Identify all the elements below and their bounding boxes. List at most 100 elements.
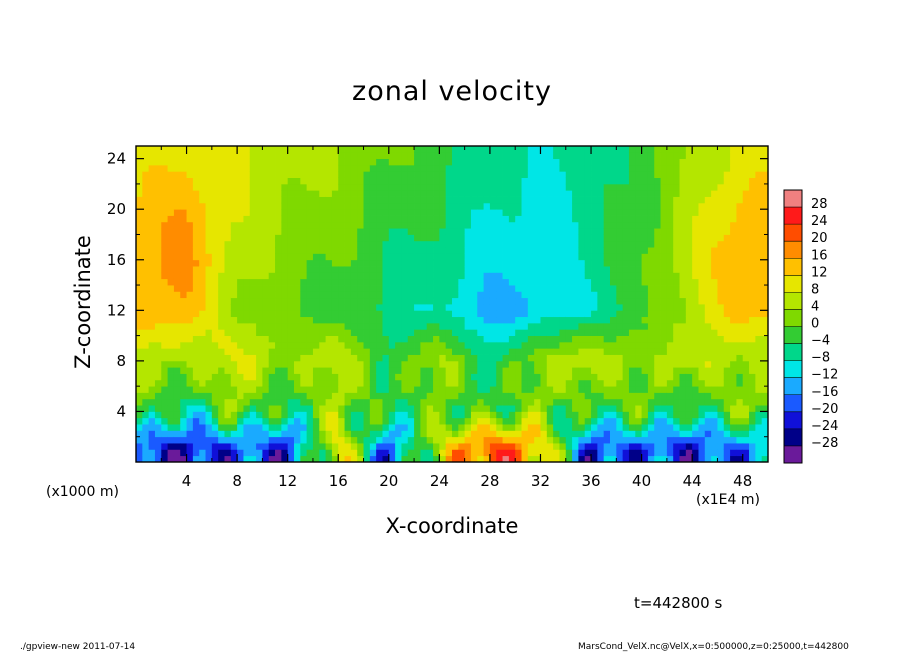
heatmap-cell bbox=[154, 411, 162, 419]
heatmap-cell bbox=[647, 341, 655, 349]
heatmap-cell bbox=[527, 430, 535, 438]
heatmap-cell bbox=[445, 455, 453, 463]
heatmap-cell bbox=[483, 196, 491, 204]
heatmap-cell bbox=[173, 354, 181, 362]
heatmap-cell bbox=[685, 228, 693, 235]
heatmap-cell bbox=[281, 215, 289, 223]
heatmap-cell bbox=[249, 253, 257, 261]
heatmap-cell bbox=[205, 152, 213, 160]
heatmap-cell bbox=[161, 240, 168, 248]
heatmap-cell bbox=[401, 304, 409, 311]
heatmap-cell bbox=[692, 177, 699, 185]
heatmap-cell bbox=[148, 341, 156, 349]
heatmap-cell bbox=[673, 164, 680, 172]
heatmap-cell bbox=[508, 234, 516, 242]
heatmap-cell bbox=[319, 221, 326, 229]
heatmap-cell bbox=[559, 316, 567, 324]
heatmap-cell bbox=[635, 373, 642, 381]
heatmap-cell bbox=[161, 215, 168, 223]
heatmap-cell bbox=[742, 158, 750, 166]
heatmap-cell bbox=[136, 316, 143, 324]
heatmap-cell bbox=[749, 291, 756, 299]
heatmap-cell bbox=[338, 417, 345, 425]
heatmap-cell bbox=[357, 417, 364, 425]
heatmap-cell bbox=[470, 240, 478, 248]
heatmap-cell bbox=[496, 240, 503, 248]
heatmap-cell bbox=[256, 291, 263, 299]
heatmap-cell bbox=[319, 354, 326, 362]
heatmap-cell bbox=[388, 202, 396, 210]
heatmap-cell bbox=[186, 304, 194, 311]
heatmap-cell bbox=[154, 202, 162, 210]
heatmap-cell bbox=[711, 215, 718, 223]
heatmap-cell bbox=[622, 449, 630, 457]
heatmap-cell bbox=[755, 190, 763, 197]
heatmap-cell bbox=[414, 234, 421, 242]
heatmap-cell bbox=[211, 164, 219, 172]
heatmap-cell bbox=[730, 436, 737, 444]
heatmap-cell bbox=[426, 392, 434, 400]
heatmap-cell bbox=[584, 247, 592, 254]
heatmap-cell bbox=[622, 190, 630, 197]
heatmap-cell bbox=[205, 341, 213, 349]
heatmap-cell bbox=[224, 247, 232, 254]
heatmap-cell bbox=[281, 247, 289, 254]
heatmap-cell bbox=[477, 221, 484, 229]
heatmap-cell bbox=[692, 316, 699, 324]
heatmap-cell bbox=[477, 443, 484, 450]
heatmap-cell bbox=[186, 322, 194, 330]
heatmap-cell bbox=[243, 158, 251, 166]
heatmap-cell bbox=[711, 398, 718, 406]
heatmap-cell bbox=[148, 177, 156, 185]
heatmap-cell bbox=[730, 259, 737, 267]
heatmap-cell bbox=[597, 405, 605, 412]
heatmap-cell bbox=[142, 348, 150, 355]
heatmap-cell bbox=[641, 146, 649, 153]
heatmap-cell bbox=[572, 455, 579, 463]
heatmap-cell bbox=[426, 247, 434, 254]
heatmap-cell bbox=[679, 196, 687, 204]
heatmap-cell bbox=[553, 354, 560, 362]
heatmap-cell bbox=[344, 146, 352, 153]
heatmap-cell bbox=[628, 329, 636, 336]
heatmap-cell bbox=[641, 322, 649, 330]
heatmap-cell bbox=[363, 373, 371, 381]
heatmap-cell bbox=[420, 392, 428, 400]
heatmap-cell bbox=[603, 360, 611, 368]
heatmap-cell bbox=[723, 367, 731, 374]
heatmap-cell bbox=[275, 278, 282, 286]
heatmap-cell bbox=[496, 424, 503, 431]
heatmap-cell bbox=[407, 398, 415, 406]
heatmap-cell bbox=[723, 171, 731, 178]
heatmap-cell bbox=[458, 398, 466, 406]
heatmap-cell bbox=[546, 398, 554, 406]
heatmap-cell bbox=[610, 177, 617, 185]
heatmap-cell bbox=[458, 411, 466, 419]
heatmap-cell bbox=[742, 164, 750, 172]
heatmap-cell bbox=[458, 360, 466, 368]
heatmap-cell bbox=[603, 411, 611, 419]
heatmap-cell bbox=[161, 455, 168, 463]
heatmap-cell bbox=[306, 266, 314, 273]
heatmap-cell bbox=[180, 367, 187, 374]
heatmap-cell bbox=[281, 272, 289, 280]
heatmap-cell bbox=[350, 329, 358, 336]
heatmap-cell bbox=[597, 348, 605, 355]
heatmap-cell bbox=[148, 386, 156, 393]
heatmap-cell bbox=[565, 411, 573, 419]
heatmap-cell bbox=[445, 183, 453, 191]
heatmap-cell bbox=[546, 247, 554, 254]
heatmap-cell bbox=[730, 240, 737, 248]
heatmap-cell bbox=[685, 215, 693, 223]
heatmap-cell bbox=[211, 253, 219, 261]
heatmap-cell bbox=[489, 171, 497, 178]
heatmap-cell bbox=[641, 228, 649, 235]
heatmap-cell bbox=[610, 379, 617, 387]
heatmap-cell bbox=[369, 386, 377, 393]
heatmap-cell bbox=[572, 348, 579, 355]
heatmap-cell bbox=[521, 146, 529, 153]
heatmap-cell bbox=[540, 405, 548, 412]
heatmap-cell bbox=[256, 405, 263, 412]
heatmap-cell bbox=[521, 430, 529, 438]
heatmap-cell bbox=[376, 228, 383, 235]
